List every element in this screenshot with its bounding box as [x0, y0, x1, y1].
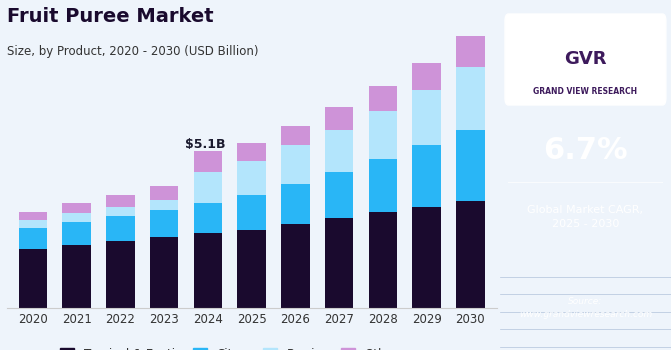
Bar — [368, 86, 397, 111]
Bar — [281, 224, 309, 308]
Text: Size, by Product, 2020 - 2030 (USD Billion): Size, by Product, 2020 - 2030 (USD Billi… — [7, 46, 258, 58]
FancyBboxPatch shape — [505, 14, 666, 105]
Text: Source:
www.grandviewresearch.com: Source: www.grandviewresearch.com — [519, 297, 652, 319]
Bar — [456, 67, 484, 130]
Bar — [238, 161, 266, 195]
Bar — [325, 172, 354, 218]
Bar — [238, 230, 266, 308]
Bar — [150, 186, 178, 200]
Bar — [281, 126, 309, 145]
Bar — [62, 222, 91, 245]
Bar — [106, 241, 135, 308]
Bar — [456, 130, 484, 201]
Bar — [150, 210, 178, 237]
Bar — [368, 111, 397, 159]
Bar — [106, 206, 135, 216]
Bar — [325, 218, 354, 308]
Text: GRAND VIEW RESEARCH: GRAND VIEW RESEARCH — [533, 86, 637, 96]
Bar — [19, 228, 47, 249]
Bar — [368, 212, 397, 308]
Bar — [62, 203, 91, 214]
Bar — [413, 90, 441, 145]
Bar — [106, 216, 135, 241]
Bar — [281, 145, 309, 184]
Text: Fruit Puree Market: Fruit Puree Market — [7, 7, 213, 26]
Bar — [413, 145, 441, 206]
Bar — [413, 63, 441, 90]
Bar — [413, 206, 441, 308]
Bar — [106, 195, 135, 206]
Bar — [62, 245, 91, 308]
Legend: Tropical & Exotic, Citrus, Berries, Others: Tropical & Exotic, Citrus, Berries, Othe… — [55, 343, 409, 350]
Bar — [325, 130, 354, 172]
Bar — [19, 220, 47, 228]
Bar — [19, 249, 47, 308]
Bar — [194, 233, 222, 308]
Text: $5.1B: $5.1B — [185, 138, 226, 151]
Bar — [238, 195, 266, 230]
Text: Global Market CAGR,
2025 - 2030: Global Market CAGR, 2025 - 2030 — [527, 205, 643, 229]
Bar — [368, 159, 397, 212]
Bar — [194, 172, 222, 203]
Bar — [238, 144, 266, 161]
Bar — [194, 203, 222, 233]
Bar — [194, 151, 222, 172]
Bar — [281, 184, 309, 224]
Bar — [456, 201, 484, 308]
Bar — [62, 214, 91, 222]
Text: 6.7%: 6.7% — [543, 136, 628, 165]
Bar — [150, 200, 178, 210]
Bar — [456, 36, 484, 67]
Bar — [325, 107, 354, 130]
Text: GVR: GVR — [564, 50, 607, 69]
Bar — [150, 237, 178, 308]
Bar — [19, 211, 47, 220]
